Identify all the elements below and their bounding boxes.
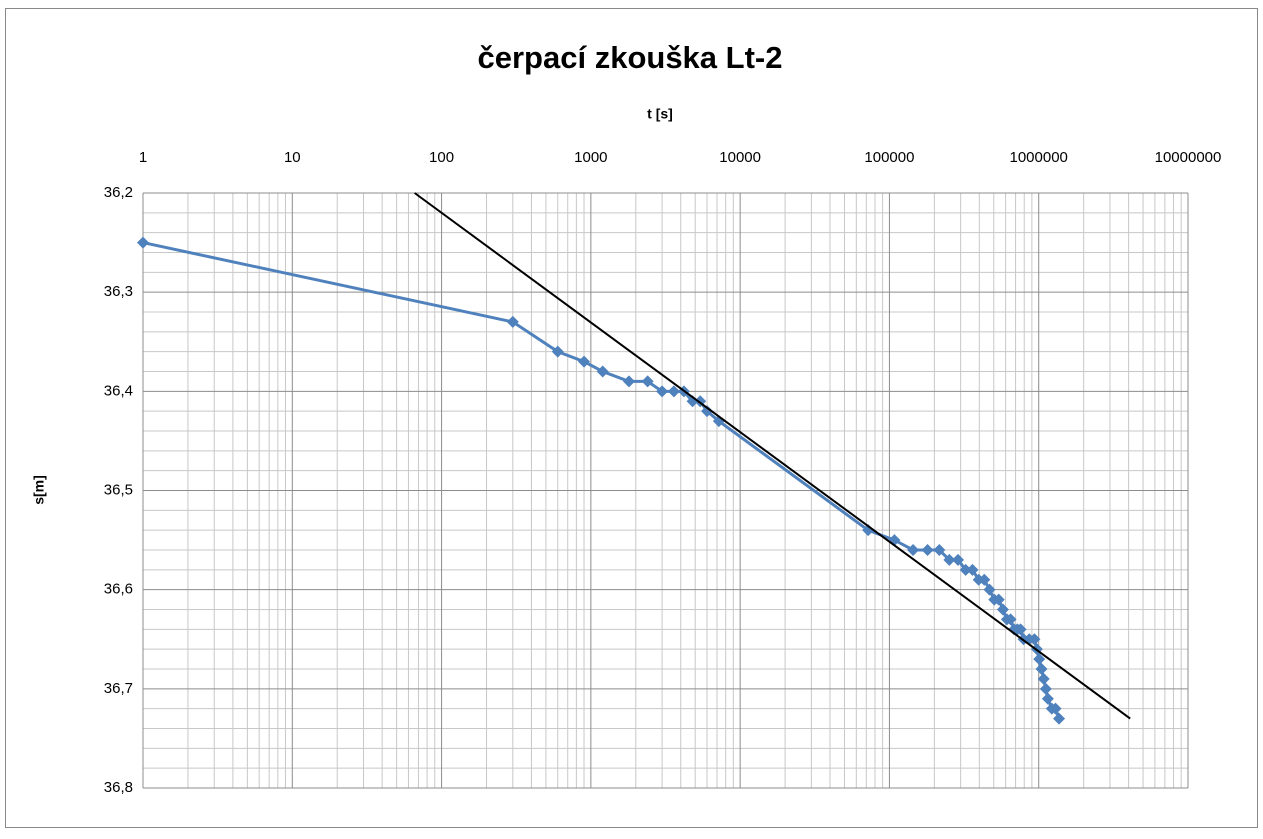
data-point bbox=[667, 385, 680, 398]
x-tick-label: 10000 bbox=[719, 149, 761, 166]
chart-title: čerpací zkouška Lt-2 bbox=[478, 40, 783, 75]
data-point bbox=[943, 553, 956, 566]
y-tick-label: 36,5 bbox=[104, 481, 133, 498]
x-tick-label: 100 bbox=[429, 149, 454, 166]
x-tick-label: 100000 bbox=[864, 149, 914, 166]
data-point bbox=[551, 345, 564, 358]
plot-area bbox=[137, 192, 1131, 725]
x-tick-label: 10000000 bbox=[1155, 149, 1222, 166]
data-point bbox=[1049, 702, 1062, 715]
chart-border bbox=[5, 8, 1258, 828]
data-point bbox=[921, 544, 934, 556]
data-point bbox=[1033, 653, 1046, 666]
data-point bbox=[933, 544, 946, 556]
data-point bbox=[578, 355, 591, 368]
data-point bbox=[1004, 613, 1017, 626]
data-point bbox=[978, 573, 991, 586]
data-point bbox=[992, 593, 1005, 606]
data-point bbox=[1039, 682, 1052, 695]
data-point bbox=[952, 553, 965, 566]
data-point bbox=[966, 563, 979, 576]
data-point bbox=[996, 603, 1009, 616]
x-tick-label: 1 bbox=[139, 149, 147, 166]
data-point bbox=[137, 236, 149, 249]
data-point bbox=[1028, 633, 1041, 646]
data-point bbox=[641, 375, 654, 388]
data-point bbox=[983, 583, 996, 596]
data-point bbox=[959, 563, 972, 576]
x-tick-label: 1000000 bbox=[1010, 149, 1068, 166]
data-point bbox=[1041, 692, 1054, 705]
y-axis-title: s[m] bbox=[31, 475, 47, 505]
data-point bbox=[1037, 672, 1050, 685]
data-point bbox=[701, 405, 714, 418]
x-tick-label: 1000 bbox=[574, 149, 607, 166]
data-point bbox=[506, 315, 519, 328]
data-point bbox=[596, 365, 609, 378]
x-axis-title: t [s] bbox=[647, 106, 673, 122]
y-tick-label: 36,7 bbox=[104, 680, 133, 697]
data-point bbox=[1035, 663, 1048, 675]
y-tick-label: 36,3 bbox=[104, 283, 133, 300]
y-tick-label: 36,6 bbox=[104, 581, 133, 598]
data-point bbox=[907, 544, 920, 556]
y-tick-label: 36,2 bbox=[104, 184, 133, 201]
series-line bbox=[414, 192, 1131, 720]
data-point bbox=[1014, 623, 1027, 636]
data-point bbox=[1053, 712, 1066, 725]
x-tick-label: 10 bbox=[284, 149, 301, 166]
data-point bbox=[622, 375, 635, 388]
y-tick-label: 36,8 bbox=[104, 779, 133, 796]
y-tick-label: 36,4 bbox=[104, 382, 133, 399]
grid bbox=[142, 192, 1189, 789]
data-point bbox=[656, 385, 669, 398]
